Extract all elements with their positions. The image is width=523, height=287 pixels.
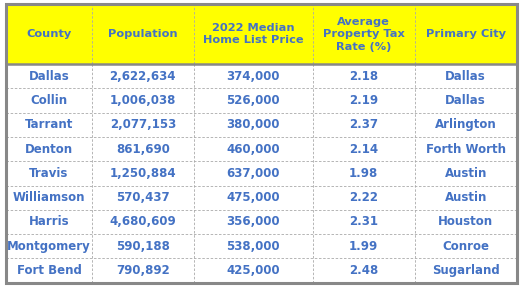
Text: Sugarland: Sugarland — [432, 264, 499, 277]
Text: Dallas: Dallas — [445, 70, 486, 83]
Text: Harris: Harris — [29, 216, 70, 228]
Bar — [6, 186, 517, 210]
Text: Tarrant: Tarrant — [25, 118, 73, 131]
Text: 590,188: 590,188 — [116, 240, 170, 253]
Text: County: County — [27, 29, 72, 39]
Text: Average
Property Tax
Rate (%): Average Property Tax Rate (%) — [323, 17, 404, 52]
Text: 425,000: 425,000 — [226, 264, 280, 277]
Text: Arlington: Arlington — [435, 118, 496, 131]
Bar — [6, 113, 517, 137]
Bar — [6, 210, 517, 234]
Text: 2,077,153: 2,077,153 — [110, 118, 176, 131]
Text: 460,000: 460,000 — [226, 143, 280, 156]
Text: 4,680,609: 4,680,609 — [109, 216, 176, 228]
Text: Houston: Houston — [438, 216, 493, 228]
Bar — [6, 161, 517, 186]
Text: 1,250,884: 1,250,884 — [109, 167, 176, 180]
Text: Population: Population — [108, 29, 178, 39]
Text: 790,892: 790,892 — [116, 264, 170, 277]
Text: 1,006,038: 1,006,038 — [110, 94, 176, 107]
Text: 2022 Median
Home List Price: 2022 Median Home List Price — [203, 23, 303, 45]
Text: Williamson: Williamson — [13, 191, 85, 204]
Text: Forth Worth: Forth Worth — [426, 143, 506, 156]
Text: 475,000: 475,000 — [226, 191, 280, 204]
Text: 380,000: 380,000 — [226, 118, 280, 131]
Text: 637,000: 637,000 — [226, 167, 280, 180]
Text: Primary City: Primary City — [426, 29, 506, 39]
Text: 2.14: 2.14 — [349, 143, 378, 156]
Text: Montgomery: Montgomery — [7, 240, 91, 253]
Text: Conroe: Conroe — [442, 240, 489, 253]
Bar — [6, 88, 517, 113]
Text: 1.99: 1.99 — [349, 240, 378, 253]
Text: Dallas: Dallas — [29, 70, 70, 83]
Text: 526,000: 526,000 — [226, 94, 280, 107]
Text: 2.31: 2.31 — [349, 216, 378, 228]
Text: Travis: Travis — [29, 167, 69, 180]
Text: 2.18: 2.18 — [349, 70, 378, 83]
Bar — [6, 258, 517, 283]
Text: 570,437: 570,437 — [116, 191, 169, 204]
Text: 2.19: 2.19 — [349, 94, 378, 107]
Text: Austin: Austin — [445, 167, 487, 180]
Text: 2.48: 2.48 — [349, 264, 378, 277]
Text: Austin: Austin — [445, 191, 487, 204]
Text: Dallas: Dallas — [445, 94, 486, 107]
Text: 538,000: 538,000 — [226, 240, 280, 253]
Text: 861,690: 861,690 — [116, 143, 170, 156]
Text: 1.98: 1.98 — [349, 167, 378, 180]
Bar — [6, 4, 517, 64]
Text: Fort Bend: Fort Bend — [17, 264, 82, 277]
Text: 2.37: 2.37 — [349, 118, 378, 131]
Text: 356,000: 356,000 — [226, 216, 280, 228]
Text: Collin: Collin — [30, 94, 67, 107]
Text: Denton: Denton — [25, 143, 73, 156]
Text: 2,622,634: 2,622,634 — [110, 70, 176, 83]
Bar — [6, 234, 517, 258]
Text: 374,000: 374,000 — [226, 70, 280, 83]
Text: 2.22: 2.22 — [349, 191, 378, 204]
Bar — [6, 137, 517, 161]
Bar — [6, 64, 517, 88]
